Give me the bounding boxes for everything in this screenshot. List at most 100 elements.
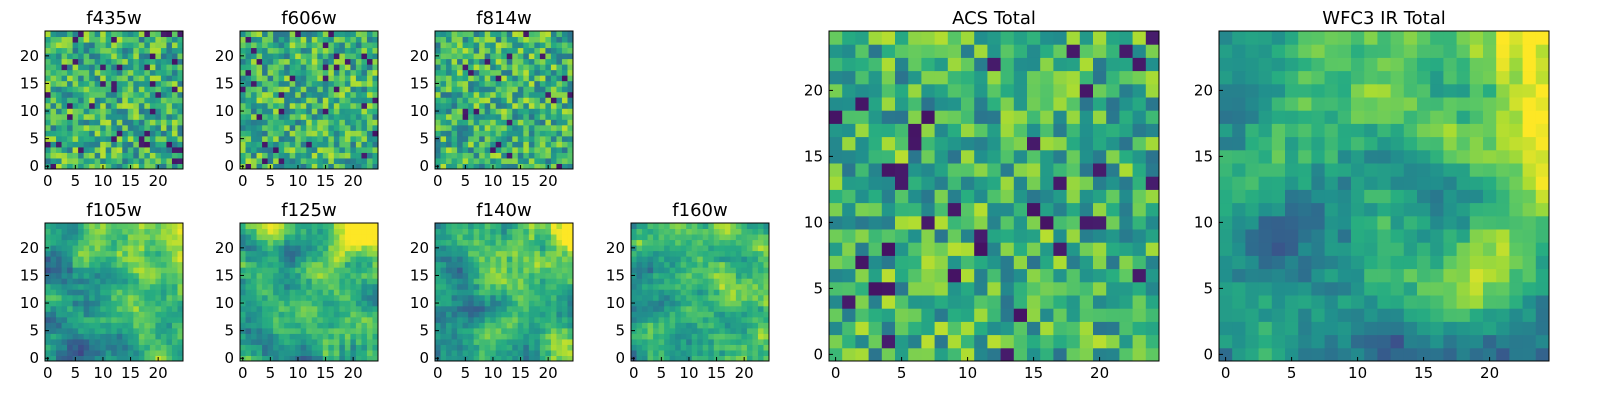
heatmap-cell xyxy=(171,130,178,137)
heatmap-cell xyxy=(440,86,447,93)
heatmap-cell xyxy=(300,146,307,153)
heatmap-cell xyxy=(490,69,497,76)
heatmap-cell xyxy=(133,31,140,38)
heatmap-cell xyxy=(138,234,145,241)
heatmap-cell xyxy=(267,344,274,351)
heatmap-cell xyxy=(127,141,134,148)
heatmap-cell xyxy=(350,223,357,230)
heatmap-cell xyxy=(669,305,676,312)
heatmap-cell xyxy=(868,347,883,362)
heatmap-cell xyxy=(355,108,362,115)
heatmap-cell xyxy=(702,234,709,241)
x-tick-label: 5 xyxy=(71,364,81,382)
heatmap-cell xyxy=(446,294,453,301)
heatmap-cell xyxy=(306,113,313,120)
heatmap-cell xyxy=(686,245,693,252)
heatmap-cell xyxy=(1053,163,1068,177)
heatmap-cell xyxy=(67,152,74,159)
heatmap-cell xyxy=(133,97,140,104)
heatmap-cell xyxy=(868,268,883,283)
heatmap-cell xyxy=(440,223,447,230)
heatmap-cell xyxy=(479,344,486,351)
heatmap-cell xyxy=(550,300,557,307)
heatmap-cell xyxy=(708,250,715,257)
heatmap-cell xyxy=(278,42,285,49)
heatmap-cell xyxy=(289,113,296,120)
heatmap-cell xyxy=(868,202,883,217)
heatmap-cell xyxy=(177,305,184,312)
heatmap-cell xyxy=(534,228,541,235)
heatmap-cell xyxy=(256,344,263,351)
heatmap-cell xyxy=(556,135,563,142)
heatmap-cell xyxy=(457,75,464,82)
heatmap-cell xyxy=(1079,163,1094,177)
heatmap-cell xyxy=(72,338,79,345)
heatmap-cell xyxy=(675,316,682,323)
heatmap-cell xyxy=(473,130,480,137)
heatmap-cell xyxy=(267,327,274,334)
heatmap-cell xyxy=(273,141,280,148)
heatmap-cell xyxy=(328,47,335,54)
heatmap-cell xyxy=(691,349,698,356)
heatmap-cell xyxy=(724,305,731,312)
heatmap-cell xyxy=(105,163,112,170)
heatmap-cell xyxy=(680,256,687,263)
heatmap-cell xyxy=(344,223,351,230)
heatmap-cell xyxy=(495,294,502,301)
x-tick-label: 10 xyxy=(93,364,112,382)
heatmap-cell xyxy=(752,349,759,356)
heatmap-cell xyxy=(1145,176,1160,190)
heatmap-cell xyxy=(366,289,373,296)
heatmap-cell xyxy=(133,163,140,170)
heatmap-cell xyxy=(50,58,57,65)
heatmap-cell xyxy=(344,80,351,87)
heatmap-cell xyxy=(691,239,698,246)
heatmap-cell xyxy=(251,108,258,115)
heatmap-cell xyxy=(528,130,535,137)
heatmap-cell xyxy=(719,250,726,257)
heatmap-cell xyxy=(473,58,480,65)
heatmap-cell xyxy=(713,234,720,241)
heatmap-cell xyxy=(501,338,508,345)
heatmap-cell xyxy=(251,272,258,279)
heatmap-cell xyxy=(462,267,469,274)
heatmap-cell xyxy=(306,53,313,60)
heatmap-cell xyxy=(160,97,167,104)
heatmap-cell xyxy=(350,119,357,126)
heatmap-cell xyxy=(735,245,742,252)
heatmap-cell xyxy=(245,228,252,235)
heatmap-cell xyxy=(160,124,167,131)
heatmap-cell xyxy=(89,250,96,257)
heatmap-cell xyxy=(67,163,74,170)
heatmap-cell xyxy=(138,31,145,38)
heatmap-cell xyxy=(647,267,654,274)
heatmap-cell xyxy=(171,80,178,87)
heatmap-cell xyxy=(501,97,508,104)
heatmap-cell xyxy=(273,338,280,345)
heatmap-cell xyxy=(240,157,247,164)
heatmap-cell xyxy=(479,289,486,296)
heatmap-cell xyxy=(94,300,101,307)
heatmap-cell xyxy=(105,256,112,263)
heatmap-cell xyxy=(177,256,184,263)
heatmap-cell xyxy=(72,152,79,159)
heatmap-cell xyxy=(556,250,563,257)
heatmap-cell xyxy=(713,283,720,290)
heatmap-cell xyxy=(284,294,291,301)
heatmap-cell xyxy=(539,289,546,296)
heatmap-cell xyxy=(752,250,759,257)
panel-title: f105w xyxy=(86,200,141,221)
heatmap-cell xyxy=(177,119,184,126)
heatmap-cell xyxy=(730,316,737,323)
heatmap-cell xyxy=(697,355,704,362)
heatmap-cell xyxy=(1093,163,1107,177)
heatmap-cell xyxy=(155,152,162,159)
heatmap-cell xyxy=(289,311,296,318)
heatmap-cell xyxy=(490,261,497,268)
heatmap-cell xyxy=(1027,268,1041,283)
heatmap-cell xyxy=(94,234,101,241)
heatmap-cell xyxy=(350,300,357,307)
panel-title: f160w xyxy=(672,200,727,221)
heatmap-cell xyxy=(523,64,530,71)
heatmap-cell xyxy=(355,344,362,351)
